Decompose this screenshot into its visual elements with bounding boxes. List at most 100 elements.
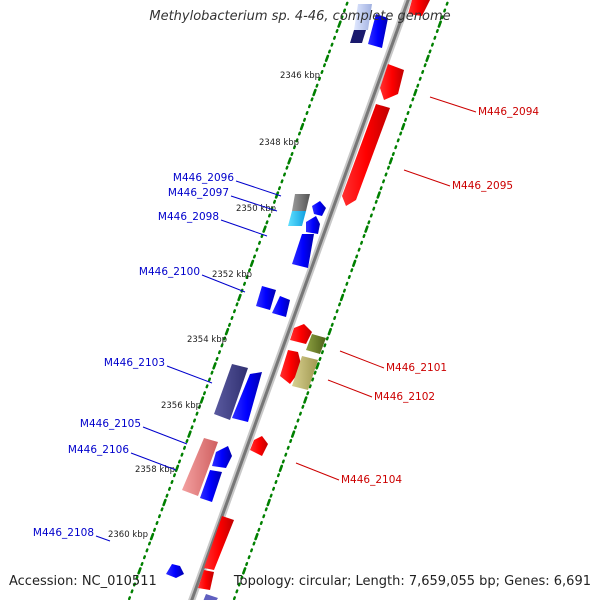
outer-track-tick: [325, 336, 329, 341]
outer-track-tick: [372, 206, 376, 211]
gene-label-reverse-leader-line: [201, 274, 246, 293]
outer-track-tick: [435, 28, 439, 34]
outer-track-tick: [443, 8, 447, 13]
inner-track-tick: [222, 336, 227, 341]
gene-m446-2097: [288, 211, 306, 226]
inner-track-tick: [318, 76, 321, 81]
gene-m446-2094: [380, 64, 404, 100]
outer-track-tick: [408, 104, 412, 109]
gene-m446-2102-a: [280, 350, 302, 384]
gene-forward-bottom-b: [198, 570, 214, 590]
outer-track-tick: [416, 83, 420, 88]
gene-label-reverse-leader-line: [166, 365, 213, 384]
outer-track-tick: [335, 309, 339, 314]
outer-track-tick: [262, 514, 266, 519]
inner-track-tick: [172, 473, 177, 478]
inner-track-tick: [303, 117, 306, 122]
gene-label-forward-leader-line: [403, 169, 451, 187]
inner-track-tick: [293, 145, 296, 150]
inner-track-tick: [280, 179, 284, 184]
gene-reverse-bottom: [203, 594, 218, 600]
gene-label-forward: M446_2095: [452, 180, 513, 192]
gene-label-forward: M446_2094: [478, 106, 539, 118]
gene-m446-2106-a: [212, 446, 232, 468]
inner-track-tick: [137, 567, 142, 575]
inner-track-tick: [265, 220, 269, 225]
outer-track-tick: [360, 240, 364, 245]
gene-label-forward-leader-line: [327, 379, 373, 398]
inner-track-tick: [165, 493, 169, 498]
inner-track-tick: [205, 384, 209, 389]
outer-track-tick: [411, 97, 415, 102]
map-title: Methylobacterium sp. 4-46, complete geno…: [149, 9, 451, 24]
outer-track-tick: [400, 122, 406, 131]
inner-track-tick: [130, 589, 134, 594]
inner-track-tick: [155, 520, 159, 526]
gene-label-reverse: M446_2105: [80, 418, 141, 430]
outer-track-tick: [367, 220, 371, 225]
outer-track-tick: [396, 138, 400, 143]
inner-track-tick: [335, 28, 339, 34]
inner-track-tick: [152, 527, 157, 532]
scale-label: 2354 kbp: [187, 335, 227, 345]
outer-track-tick: [352, 259, 357, 268]
inner-track-tick: [237, 293, 242, 302]
gene-label-forward-leader-line: [295, 462, 340, 481]
outer-track-tick: [406, 110, 410, 116]
outer-track-tick: [276, 473, 280, 478]
inner-track-tick: [345, 1, 349, 6]
gene-reverse-top-blue: [368, 14, 388, 48]
outer-track-tick: [394, 145, 398, 150]
gene-m446-2101-a: [290, 324, 312, 344]
outer-track-tick: [404, 117, 408, 122]
outer-track-tick: [364, 225, 369, 233]
gene-label-reverse: M446_2096: [173, 172, 234, 184]
outer-track-tick: [327, 327, 332, 336]
gene-labels: M446_2094 M446_2095 M446_2101 M446_2102 M446…: [33, 96, 539, 542]
scale-label: 2348 kbp: [259, 138, 299, 148]
inner-track-tick: [330, 42, 334, 47]
inner-track-tick: [312, 88, 317, 97]
outer-track-tick: [289, 438, 293, 444]
gene-m446-2103-b: [232, 372, 262, 422]
outer-track-tick: [257, 527, 261, 532]
inner-track-tick: [260, 233, 264, 239]
inner-track-tick: [242, 281, 247, 286]
outer-track-tick: [413, 88, 418, 97]
outer-track-tick: [388, 157, 394, 165]
scale-label: 2358 kbp: [135, 465, 175, 475]
inner-track-tick: [232, 309, 237, 314]
gene-m446-2100-b: [256, 286, 276, 310]
inner-track-tick: [162, 498, 167, 507]
gene-label-forward: M446_2101: [386, 362, 447, 374]
inner-track-tick: [262, 225, 267, 233]
inner-track-tick: [283, 172, 286, 177]
outer-track-tick: [330, 322, 334, 327]
gene-label-reverse-leader-line: [130, 452, 177, 471]
inner-track-tick: [215, 356, 219, 362]
inner-track-tick: [149, 532, 155, 541]
outer-track-tick: [374, 199, 378, 204]
outer-track-tick: [242, 567, 247, 575]
outer-track-tick: [421, 69, 425, 75]
gene-label-reverse: M446_2097: [168, 187, 229, 199]
outer-track-tick: [281, 459, 285, 464]
scale-label: 2360 kbp: [108, 530, 148, 540]
inner-track-tick: [192, 418, 197, 423]
inner-track-tick: [224, 327, 230, 336]
gene-label-reverse: M446_2108: [33, 527, 94, 539]
gene-label-reverse-leader-line: [142, 426, 188, 445]
outer-track-tick: [382, 179, 386, 184]
outer-track-tick: [357, 247, 361, 252]
inner-track-tick: [247, 268, 252, 273]
inner-track-tick: [295, 138, 299, 143]
gene-label-reverse: M446_2100: [139, 266, 200, 278]
inner-track-tick: [132, 582, 137, 587]
inner-track-tick: [298, 131, 301, 136]
inner-track-tick: [290, 151, 294, 157]
inner-track-tick: [245, 274, 249, 280]
gene-label-reverse-leader-line: [95, 535, 111, 542]
inner-track-tick: [255, 247, 259, 252]
gene-label-reverse: M446_2106: [68, 444, 129, 456]
outer-track-tick: [272, 486, 276, 491]
